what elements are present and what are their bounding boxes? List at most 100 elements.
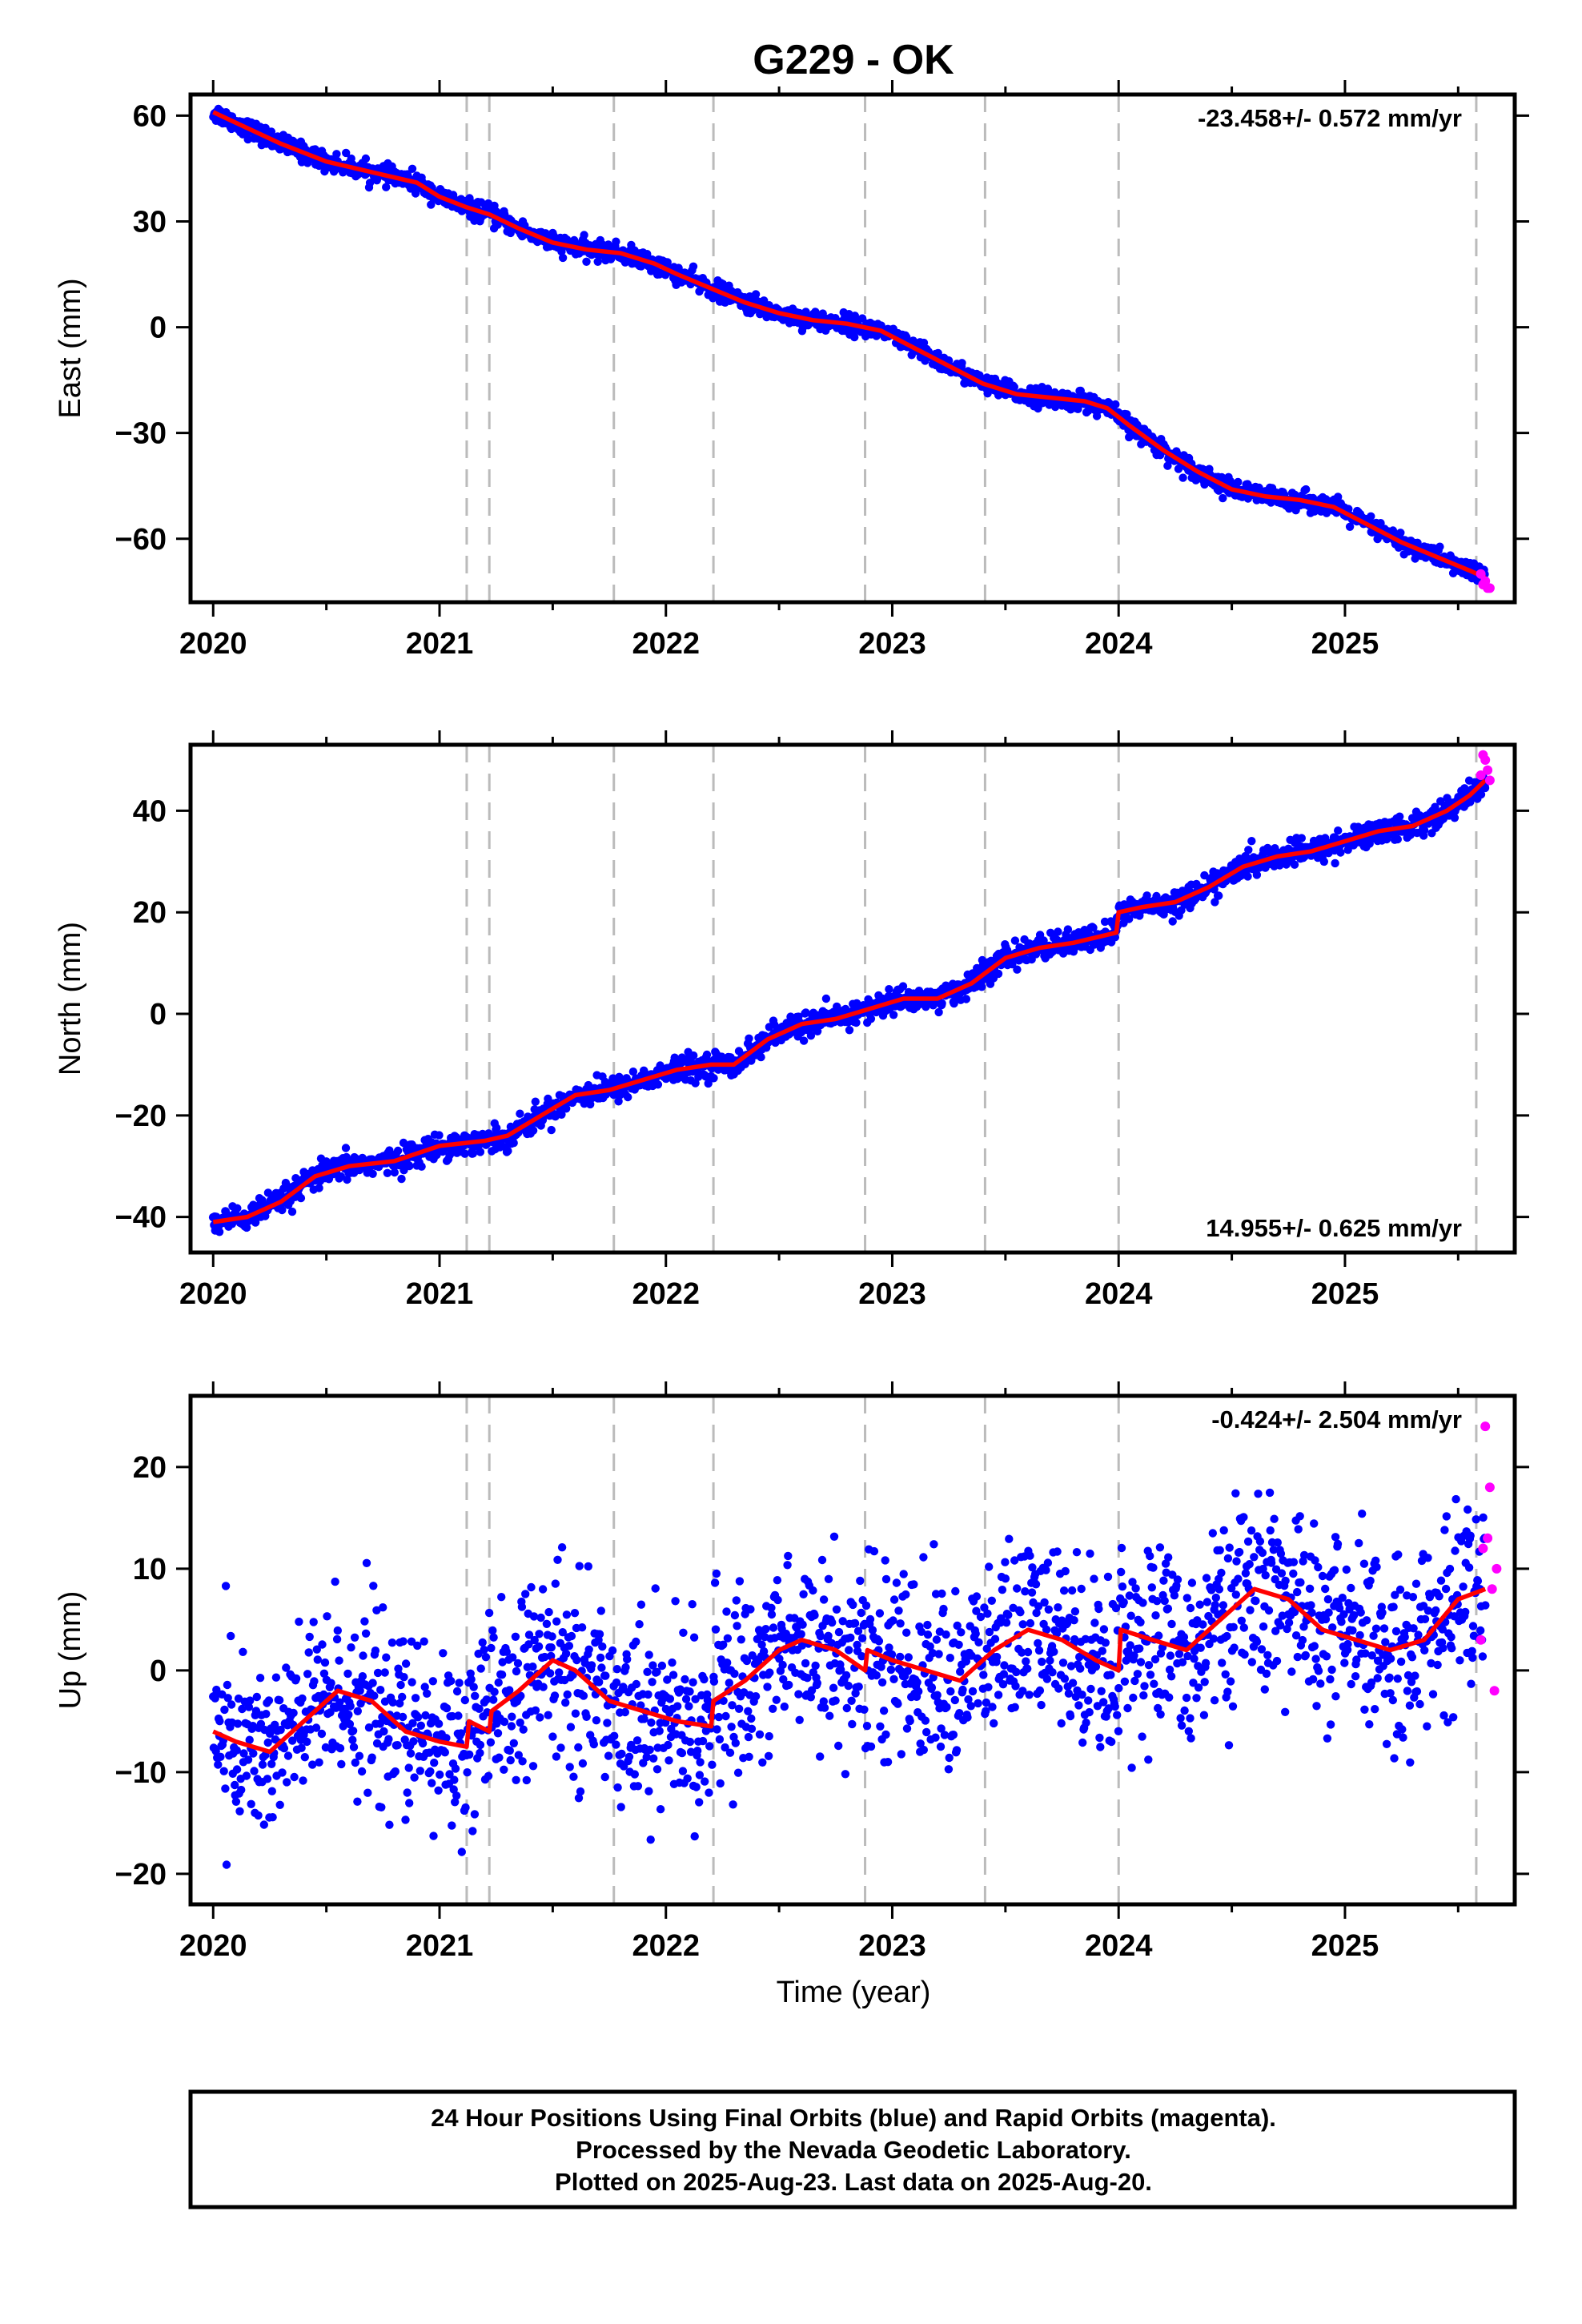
final-orbit-point [1302, 485, 1311, 494]
final-orbit-point [399, 1637, 408, 1646]
final-orbit-point [547, 1643, 556, 1652]
final-orbit-point [353, 1707, 362, 1715]
final-orbit-point [434, 1719, 444, 1728]
final-orbit-point [711, 1625, 721, 1634]
final-orbit-point [355, 1751, 364, 1760]
y-axis-title: North (mm) [54, 922, 87, 1076]
final-orbit-point [668, 1658, 677, 1667]
final-orbit-point [786, 1012, 795, 1021]
final-orbit-point [373, 1668, 383, 1678]
final-orbit-point [562, 1104, 571, 1113]
final-orbit-point [705, 1788, 713, 1797]
final-orbit-point [577, 1623, 587, 1632]
final-orbit-point [816, 1632, 825, 1641]
final-orbit-point [557, 1110, 566, 1120]
final-orbit-point [616, 1803, 625, 1811]
final-orbit-point [430, 1759, 439, 1767]
final-orbit-point [889, 1675, 898, 1683]
final-orbit-point [874, 1637, 884, 1646]
final-orbit-point [351, 1758, 359, 1767]
final-orbit-point [393, 1146, 403, 1156]
final-orbit-point [716, 1779, 725, 1788]
final-orbit-point [396, 1680, 405, 1690]
final-orbit-point [772, 1695, 781, 1704]
x-tick-label: 2022 [632, 627, 700, 661]
final-orbit-point [1297, 834, 1307, 842]
y-tick-label: 60 [133, 99, 167, 133]
final-orbit-point [538, 1585, 548, 1594]
final-orbit-point [409, 1737, 418, 1746]
final-orbit-point [357, 1767, 367, 1776]
final-orbit-point [608, 1646, 617, 1655]
final-orbit-point [1243, 872, 1252, 881]
final-orbit-point [612, 1678, 621, 1687]
final-orbit-point [423, 1689, 432, 1698]
final-orbit-point [355, 1687, 364, 1695]
final-orbit-point [603, 1719, 612, 1727]
final-orbit-point [410, 1773, 419, 1782]
final-orbit-point [725, 1748, 735, 1757]
final-orbit-point [745, 1752, 753, 1761]
final-orbit-point [489, 1633, 498, 1642]
final-orbit-point [636, 1600, 646, 1609]
final-orbit-point [876, 1722, 885, 1731]
final-orbit-point [1089, 923, 1098, 932]
final-orbit-point [829, 1683, 838, 1692]
final-orbit-point [691, 1695, 700, 1703]
final-orbit-point [360, 1617, 369, 1626]
final-orbit-point [341, 1144, 351, 1152]
final-orbit-point [596, 1606, 605, 1615]
final-orbit-point [893, 1699, 902, 1708]
final-orbit-point [426, 1767, 435, 1776]
final-orbit-point [263, 1775, 272, 1783]
final-orbit-point [513, 1659, 523, 1668]
final-orbit-point [484, 1771, 493, 1780]
final-orbit-point [570, 1609, 580, 1618]
final-orbit-point [555, 1668, 564, 1677]
final-orbit-point [769, 1623, 778, 1632]
final-orbit-point [211, 1747, 220, 1755]
final-orbit-point [445, 1770, 454, 1779]
final-orbit-point [677, 1748, 687, 1758]
final-orbit-point [845, 1646, 853, 1655]
final-orbit-point [845, 1026, 854, 1035]
final-orbit-point [1008, 959, 1017, 969]
final-orbit-point [452, 1791, 461, 1800]
final-orbit-point [713, 1725, 721, 1734]
north-panel: 2020 2021 2022 2023 2024 2025−40−2002040North… [54, 730, 1529, 1311]
final-orbit-point [1215, 891, 1223, 900]
final-orbit-point [725, 1679, 733, 1687]
final-orbit-point [524, 1640, 533, 1649]
final-orbit-point [404, 1763, 413, 1772]
final-orbit-point [902, 1628, 911, 1637]
final-orbit-point [715, 1735, 725, 1744]
final-orbit-point [516, 1691, 525, 1700]
final-orbit-point [646, 1835, 655, 1844]
final-orbit-point [461, 1803, 470, 1812]
final-orbit-point [1211, 898, 1219, 907]
final-orbit-point [834, 1741, 843, 1751]
final-orbit-point [679, 1628, 688, 1638]
final-orbit-point [267, 1787, 276, 1795]
final-orbit-point [289, 1708, 298, 1718]
final-orbit-point [528, 1126, 538, 1135]
final-orbit-point [343, 1669, 352, 1679]
final-orbit-point [896, 1652, 905, 1662]
final-orbit-point [604, 1751, 613, 1760]
final-orbit-point [337, 1759, 346, 1769]
final-orbit-point [231, 1797, 241, 1806]
final-orbit-point [758, 1758, 767, 1767]
final-orbit-point [242, 1771, 251, 1780]
final-orbit-point [258, 1760, 267, 1769]
final-orbit-point [332, 1634, 342, 1644]
final-orbit-point [552, 1617, 561, 1626]
final-orbit-point [730, 1669, 739, 1679]
y-tick-label: −60 [115, 523, 167, 557]
final-orbit-point [407, 1637, 416, 1646]
final-orbit-point [1476, 790, 1486, 799]
final-orbit-point [575, 1562, 584, 1570]
final-orbit-point [382, 183, 391, 191]
final-orbit-point [1376, 519, 1385, 528]
final-orbit-point [1345, 522, 1355, 531]
final-orbit-point [237, 1785, 246, 1795]
